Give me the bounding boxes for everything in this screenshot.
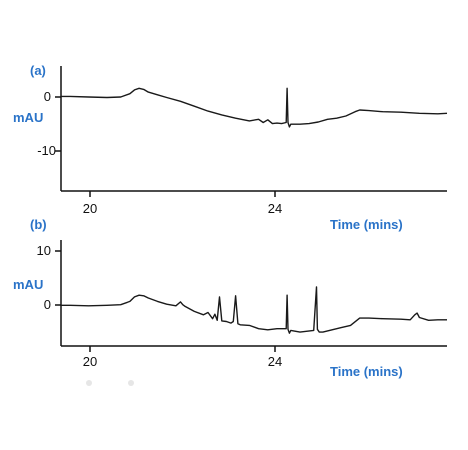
decorative-dot: [86, 380, 92, 386]
panel-b-x-tick-label-0: 20: [83, 354, 97, 369]
panel-b-ylabel: mAU: [13, 277, 43, 292]
panel-a-x-tick-label-0: 20: [83, 201, 97, 216]
panel-b-x-tick-label-1: 24: [268, 354, 282, 369]
panel-a-trace: [61, 87, 448, 128]
panel-b-y-tick-label-0: 10: [37, 243, 51, 258]
panel-b: (b) mAU 10 0 20 24 Time (mins): [13, 217, 447, 379]
panel-a: (a) mAU 0 -10 20 24 Time (mins): [13, 63, 448, 232]
panel-a-label: (a): [30, 63, 46, 78]
panel-a-y-tick-label-1: -10: [37, 143, 56, 158]
panel-b-label: (b): [30, 217, 47, 232]
panel-b-trace: [61, 286, 447, 334]
panel-a-x-tick-label-1: 24: [268, 201, 282, 216]
panel-b-y-tick-label-1: 0: [44, 297, 51, 312]
panel-a-xlabel: Time (mins): [330, 217, 403, 232]
panel-a-ylabel: mAU: [13, 110, 43, 125]
panel-b-xlabel: Time (mins): [330, 364, 403, 379]
decorative-dot: [128, 380, 134, 386]
panel-a-y-tick-label-0: 0: [44, 89, 51, 104]
